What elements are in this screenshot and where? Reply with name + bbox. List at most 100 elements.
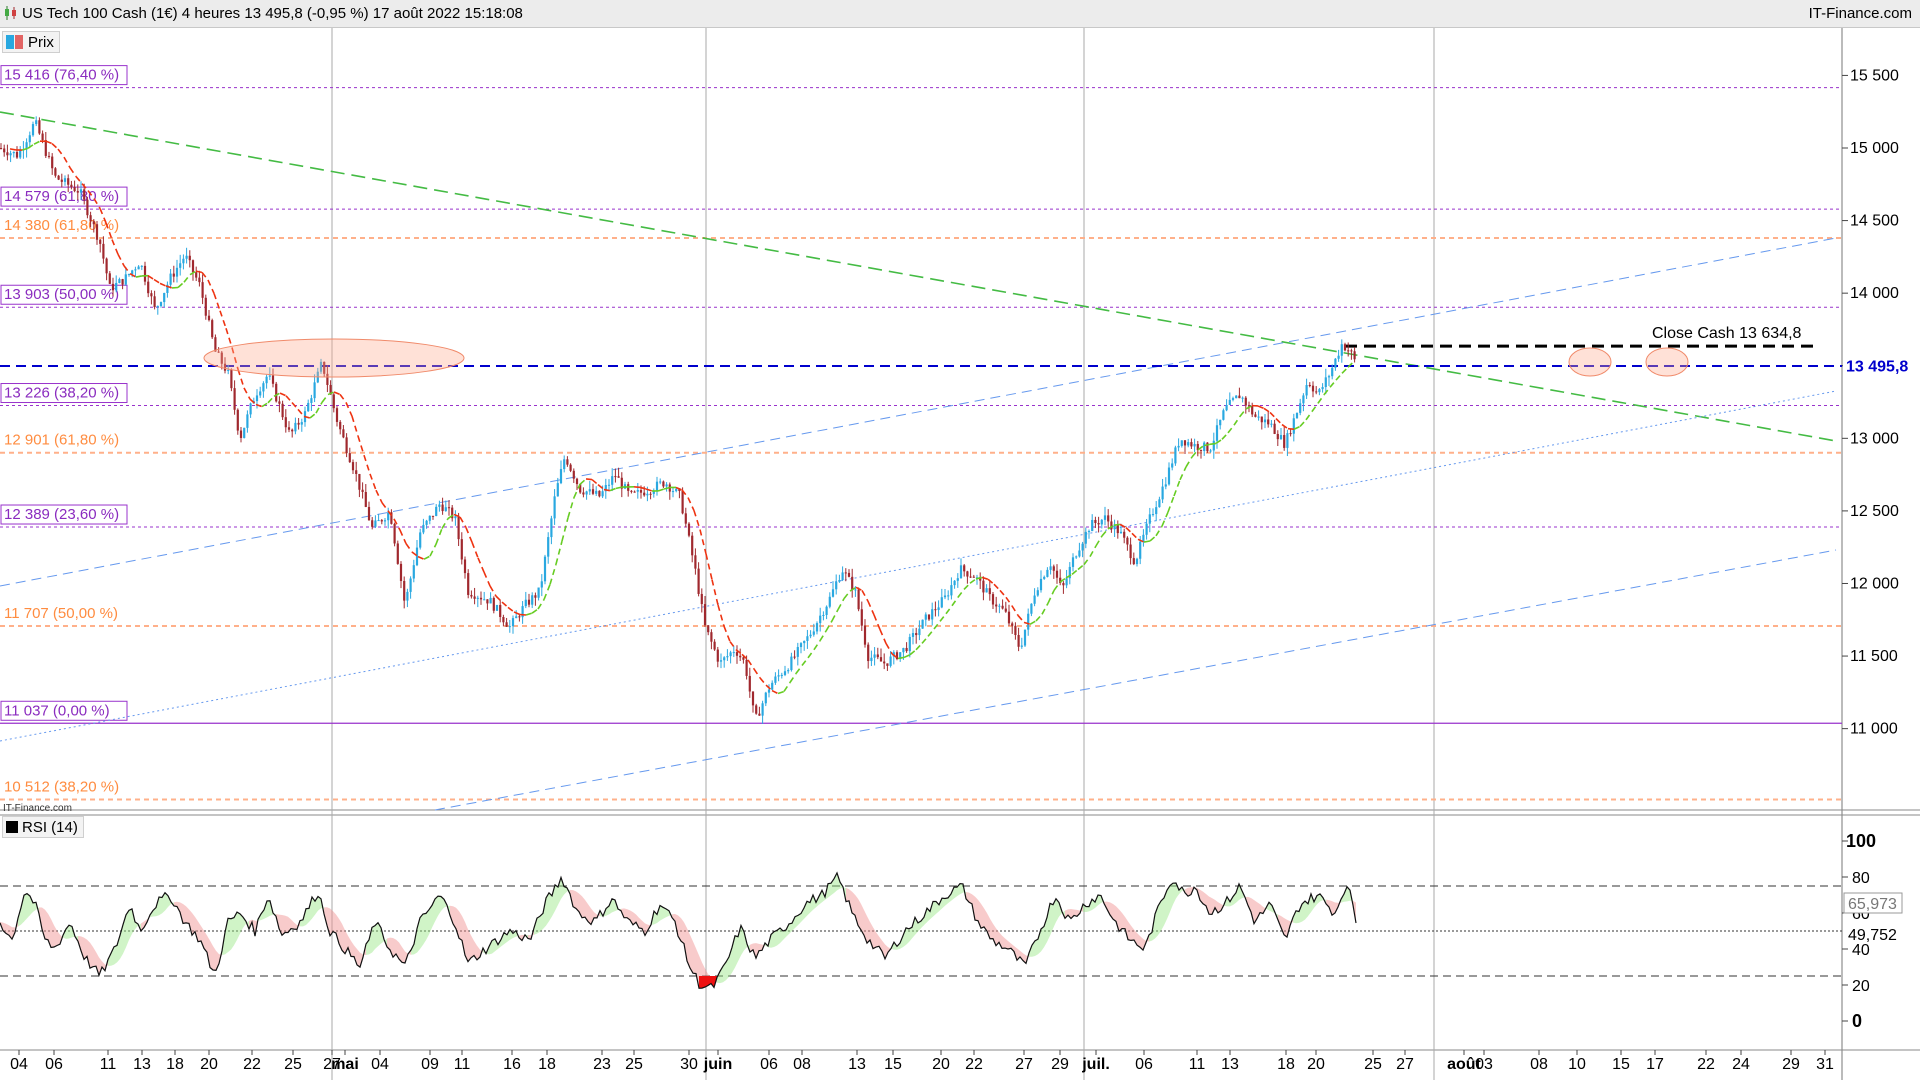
- rsi-band: [156, 897, 159, 917]
- rsi-band: [1302, 901, 1305, 922]
- legend-rsi-swatch: [6, 821, 18, 833]
- candle-up: [1215, 425, 1219, 441]
- candle-up: [822, 614, 825, 616]
- fib-level-label: 12 389 (23,60 %): [4, 506, 119, 523]
- candle-up: [819, 615, 822, 624]
- rsi-band: [903, 927, 906, 948]
- moving-average-segment: [603, 488, 611, 492]
- candle-up: [652, 491, 655, 494]
- candle-down: [1350, 350, 1353, 352]
- month-label: mai: [331, 1056, 359, 1073]
- rsi-band: [294, 922, 297, 930]
- rsi-band: [57, 930, 60, 946]
- legend-rsi[interactable]: RSI (14): [2, 816, 84, 838]
- date-label: 25: [284, 1056, 302, 1073]
- moving-average-segment: [159, 282, 167, 287]
- rsi-band: [432, 898, 435, 928]
- price-tick-label: 11 500: [1850, 648, 1898, 665]
- moving-average-segment: [1167, 495, 1175, 513]
- moving-average-segment: [1227, 424, 1235, 434]
- rsi-band: [786, 923, 789, 937]
- rsi-band: [189, 909, 192, 936]
- candle-down: [92, 221, 95, 225]
- rsi-band: [1344, 886, 1347, 902]
- candle-down: [1062, 583, 1065, 586]
- moving-average-segment: [309, 412, 317, 419]
- rsi-band: [948, 894, 951, 904]
- legend-price[interactable]: Prix: [2, 31, 60, 53]
- moving-average-segment: [1053, 581, 1061, 591]
- date-label: 09: [421, 1056, 439, 1073]
- candle-down: [473, 596, 476, 599]
- candle-up: [31, 124, 35, 136]
- rsi-band: [267, 900, 270, 918]
- candle-down: [188, 255, 191, 261]
- rsi-band: [909, 927, 912, 943]
- rsi-band: [351, 940, 354, 957]
- rsi-band: [1311, 893, 1314, 913]
- moving-average-segment: [837, 598, 845, 611]
- moving-average-segment: [747, 659, 755, 670]
- rsi-band: [1020, 950, 1023, 961]
- candle-down: [1014, 625, 1017, 635]
- candle-up: [1171, 463, 1174, 468]
- moving-average-segment: [921, 635, 929, 644]
- rsi-band: [183, 904, 186, 924]
- rsi-band: [228, 918, 231, 953]
- candle-up: [63, 178, 67, 182]
- moving-average-segment: [1209, 442, 1217, 446]
- rsi-band: [459, 911, 462, 941]
- rsi-band: [84, 937, 87, 960]
- rsi-band: [489, 940, 492, 955]
- candle-down: [1055, 570, 1059, 578]
- candle-down: [1244, 397, 1247, 406]
- candle-down: [969, 576, 972, 578]
- moving-average-segment: [735, 649, 743, 655]
- candle-down: [76, 191, 79, 193]
- candle-down: [323, 361, 326, 374]
- candle-up: [870, 657, 873, 662]
- moving-average-segment: [393, 518, 401, 531]
- moving-average-segment: [399, 529, 407, 544]
- candle-up: [182, 258, 185, 264]
- moving-average-segment: [999, 589, 1007, 598]
- candle-down: [681, 491, 684, 514]
- candle-up: [1209, 450, 1212, 452]
- candle-up: [169, 273, 172, 285]
- moving-average-segment: [93, 198, 101, 209]
- moving-average-segment: [9, 148, 17, 151]
- candle-down: [486, 599, 489, 604]
- rsi-band: [573, 890, 576, 909]
- moving-average-segment: [1299, 419, 1307, 428]
- channel-bottom-line: [434, 549, 1837, 811]
- rsi-band: [906, 927, 909, 945]
- moving-average-segment: [597, 484, 605, 491]
- moving-average-segment: [705, 553, 713, 580]
- rsi-band: [927, 908, 930, 923]
- candle-down: [95, 224, 99, 240]
- moving-average-segment: [1293, 425, 1301, 430]
- rsi-band: [111, 946, 114, 966]
- moving-average-segment: [363, 454, 371, 475]
- candle-up: [28, 135, 31, 143]
- candle-up: [524, 599, 527, 607]
- candle-up: [585, 491, 588, 495]
- moving-average-segment: [657, 488, 665, 492]
- candle-down: [284, 417, 287, 428]
- candle-down: [1206, 442, 1209, 452]
- moving-average-segment: [885, 642, 893, 655]
- candle-down: [143, 265, 147, 282]
- moving-average-segment: [81, 183, 89, 192]
- rsi-band: [693, 941, 696, 974]
- candle-down: [598, 490, 601, 497]
- moving-average-segment: [1107, 524, 1115, 530]
- rsi-band: [774, 930, 777, 947]
- rsi-band: [108, 953, 111, 966]
- candle-up: [937, 607, 940, 610]
- candle-up: [1068, 566, 1071, 579]
- moving-average-segment: [1197, 444, 1205, 451]
- candle-up: [1286, 433, 1289, 448]
- moving-average-segment: [333, 391, 341, 396]
- rsi-band: [1308, 893, 1311, 917]
- candle-down: [1343, 344, 1347, 351]
